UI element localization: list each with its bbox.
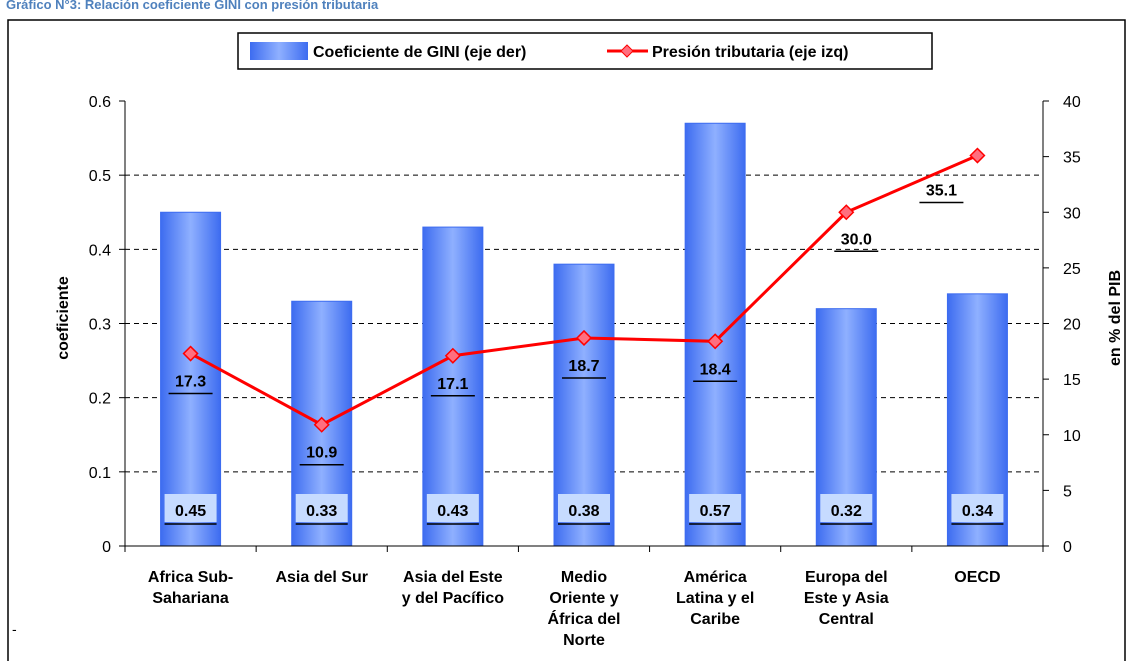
legend-swatch [250,42,308,60]
line-label: 17.3 [175,374,206,391]
y2-tick-label: 20 [1063,317,1081,334]
y2-tick-label: 40 [1063,94,1081,111]
legend-label: Presión tributaria (eje izq) [652,44,848,61]
bar-label: 0.34 [962,503,993,520]
y-tick-label: 0 [102,539,111,556]
x-tick-label: Europa del Este y Asia Central [804,569,889,628]
y-tick-label: 0.2 [89,391,111,408]
y2-tick-label: 5 [1063,483,1072,500]
y-tick-label: 0.6 [89,94,111,111]
line-point [838,204,855,221]
legend-label: Coeficiente de GINI (eje der) [313,44,526,61]
line-point [707,333,724,350]
line-point [575,329,593,347]
y2-tick-label: 25 [1063,261,1081,278]
y2-tick-label: 15 [1063,372,1081,389]
legend [237,32,933,70]
bar [422,226,484,547]
bar-label-box [426,494,479,522]
x-tick-label: Africa Sub-Sahariana [148,569,233,607]
line-point [182,345,199,362]
bar-label: 0.45 [175,503,206,520]
line-label: 18.4 [700,361,731,378]
y-axis-label: coeficiente [55,276,72,360]
bar-label-box [689,494,742,522]
line-point [969,147,986,164]
y2-tick-label: 0 [1063,539,1072,556]
bar-label-box [820,494,873,522]
y-tick-label: 0.3 [89,317,111,334]
bar-label-box [558,494,610,522]
line-label: 30.0 [841,231,872,248]
chart-title: Gráfico N°3: Relación coeficiente GINI c… [6,0,379,12]
line-label: 10.9 [306,445,337,462]
line-point [444,347,461,364]
bar-label: 0.32 [831,503,862,520]
y-tick-label: 0.4 [89,242,111,259]
x-tick-label: Asia del Este y del Pacífico [402,569,504,607]
legend-marker [620,44,634,58]
y2-tick-label: 10 [1063,428,1081,445]
bar-label-box [164,494,217,522]
frame [7,19,1126,666]
y-tick-label: 0.5 [89,168,111,185]
line-label: 18.7 [568,358,599,375]
y2-axis-label: en % del PIB [1107,270,1124,366]
bar-label: 0.33 [306,503,337,520]
bar-label: 0.38 [568,503,599,520]
bar-label-box [951,494,1004,522]
y2-tick-label: 35 [1063,150,1081,167]
line-label: 35.1 [926,183,957,200]
x-tick-label: Medio Oriente y África del Norte [548,569,621,649]
y2-tick-label: 30 [1063,205,1081,222]
y-tick-label: 0.1 [89,465,111,482]
x-tick-label: OECD [954,569,1000,586]
bar-label: 0.57 [700,503,731,520]
bar-label-box [295,494,348,522]
bar-label: 0.43 [437,503,468,520]
line-point [313,416,330,433]
x-tick-label: Asia del Sur [275,569,367,586]
line-label: 17.1 [437,376,468,393]
x-tick-label: América Latina y el Caribe [676,569,754,628]
footnote: - [12,621,17,637]
